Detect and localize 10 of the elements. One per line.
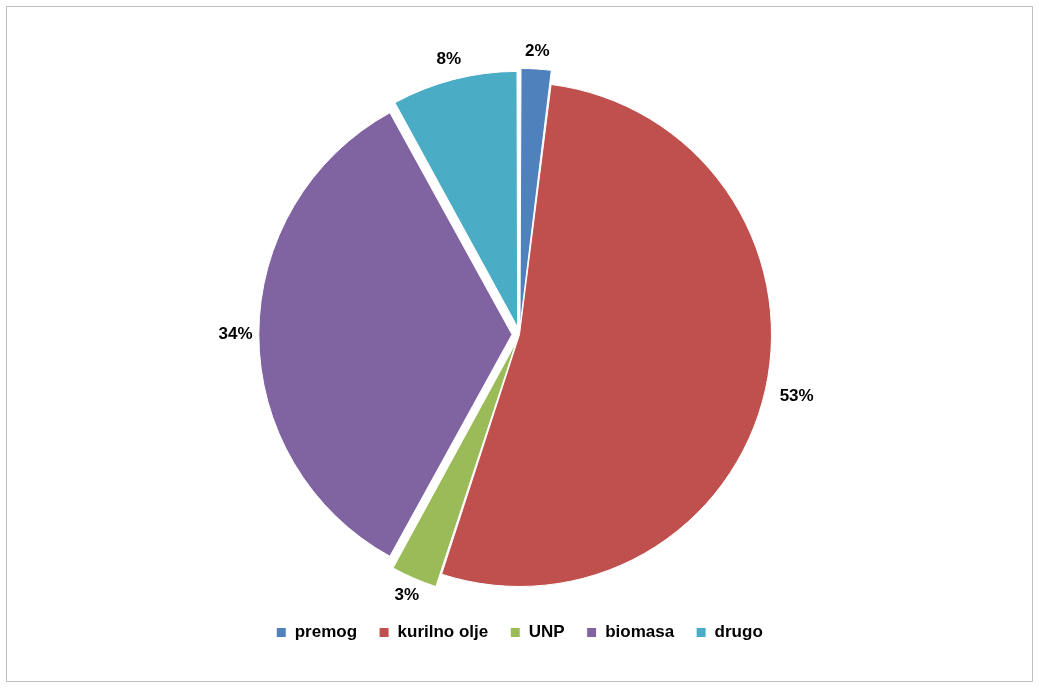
data-label: 53% [779,386,814,406]
legend-label: biomasa [605,622,675,642]
data-label: 34% [218,324,253,344]
legend-label: kurilno olje [397,622,489,642]
legend-label: premog [294,622,358,642]
legend-label: UNP [528,622,565,642]
data-label: 2% [525,40,550,60]
data-label: 8% [436,49,462,69]
data-label: 3% [394,584,419,604]
legend-label: drugo [714,622,763,642]
